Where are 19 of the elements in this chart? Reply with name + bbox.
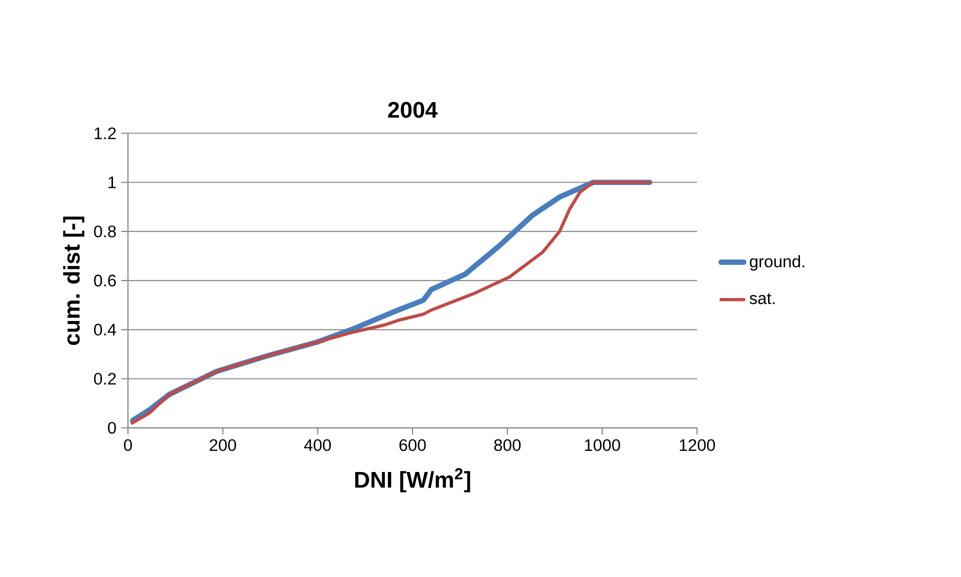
x-tick-label: 1200: [680, 439, 715, 451]
y-tick-label: 0.2: [94, 372, 116, 385]
y-tick-label: 1: [108, 176, 116, 188]
x-tick-label: 800: [494, 439, 521, 451]
x-axis-title: DNI [W/m$^{2}$]: [355, 468, 470, 492]
legend-label: sat.: [750, 293, 775, 304]
y-tick-label: 1.2: [94, 127, 116, 140]
x-tick-label: 200: [210, 439, 236, 451]
legend-label: ground.: [750, 255, 804, 271]
y-tick-label: 0.4: [94, 324, 116, 336]
x-tick-label: 400: [304, 439, 331, 451]
y-tick-label: 0.8: [94, 226, 116, 238]
chart-title: 2004: [388, 102, 438, 118]
x-tick-label: 0: [124, 439, 132, 451]
y-tick-label: 0.6: [94, 274, 116, 286]
x-tick-label: 600: [399, 439, 426, 451]
y-axis-title: cum. dist [-]: [63, 216, 84, 345]
x-tick-label: 1000: [584, 439, 620, 451]
y-tick-label: 0: [108, 422, 116, 434]
